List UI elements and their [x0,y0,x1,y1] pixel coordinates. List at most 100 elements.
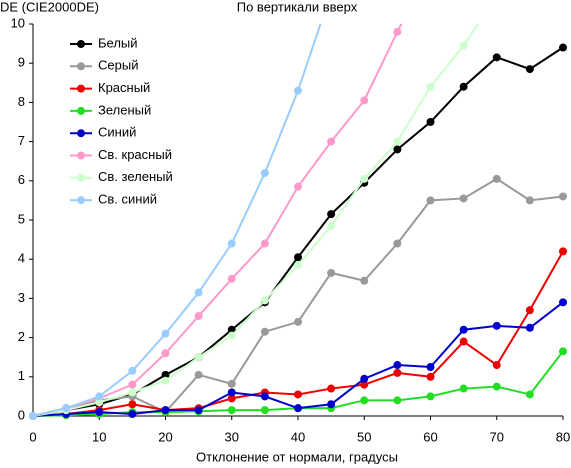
point [29,412,37,420]
y-tick-label: 9 [18,55,25,70]
legend-marker [77,40,85,48]
point [161,406,170,415]
point [360,96,369,105]
point [260,392,269,401]
point [128,410,137,419]
x-tick-label: 0 [29,429,36,444]
point [327,210,336,219]
point [294,404,302,413]
point [260,168,269,177]
series-line [32,24,403,417]
point [95,408,104,417]
point [459,41,468,50]
point [227,274,236,283]
x-tick-label: 20 [158,429,172,444]
point [393,145,402,154]
point [459,194,468,203]
point [426,82,435,91]
y-tick-label: 3 [18,290,25,305]
point [294,261,302,270]
point [493,0,501,1]
legend: Белый Серый Красный Зеленый Синий Св. красный… [70,35,173,207]
point [459,337,468,346]
point [227,394,236,403]
point [194,406,203,415]
point [459,325,468,334]
legend-marker [77,196,85,205]
legend-marker [77,173,85,182]
point [426,372,435,381]
point [525,65,534,74]
x-tick-label: 70 [490,429,504,444]
y-tick-label: 5 [18,211,25,226]
point [492,361,501,370]
point [393,27,402,36]
point [492,382,501,391]
point [492,321,501,330]
point [360,276,369,285]
point [260,406,269,415]
x-tick-label: 60 [423,429,437,444]
y-tick-label: 7 [18,133,25,148]
axes: 0 1 2 3 4 5 6 7 8 9 10 0 10 20 30 40 50 60 70 80 [11,15,571,444]
chart-title: По вертикали вверх [237,0,358,14]
x-tick-label: 30 [225,429,239,444]
point [260,296,269,305]
point [227,379,236,388]
legend-label: Св. красный [98,147,172,162]
point [360,396,369,405]
point [194,288,203,297]
legend-label: Св. зеленый [98,169,173,184]
point [161,376,170,385]
legend-label: Белый [98,35,138,50]
legend-label: Серый [98,58,138,73]
point [294,390,302,399]
x-tick-label: 40 [291,429,305,444]
point [194,312,203,321]
point [227,331,236,340]
y-tick-label: 2 [18,329,25,344]
point [360,380,369,389]
point [62,404,71,413]
point [327,400,336,409]
point [294,253,302,262]
series-line [32,177,564,417]
point [161,349,170,358]
point [194,353,203,362]
point [327,268,336,277]
point [393,239,402,248]
series-line [32,24,322,417]
point [459,82,468,91]
point [260,327,269,336]
point [360,374,369,383]
point [227,388,236,397]
legend-marker [77,84,85,93]
y-tick-label: 0 [18,407,25,422]
point [559,192,567,201]
point [492,53,501,62]
y-tick-label: 10 [11,15,25,30]
point [95,398,104,407]
point [128,366,137,375]
point [525,390,534,399]
point [426,196,435,205]
point [525,196,534,205]
legend-label: Красный [98,80,150,95]
point [327,221,336,230]
point [492,174,501,183]
point [294,86,302,95]
point [161,329,170,338]
legend-label: Зеленый [98,102,151,117]
point [426,118,435,126]
legend-marker [77,129,85,138]
point [525,323,534,332]
point [327,137,336,146]
legend-marker [77,62,85,71]
x-tick-label: 10 [92,429,106,444]
plot-area [29,0,567,420]
point [559,298,567,307]
point [559,247,567,256]
point [227,239,236,248]
y-axis-label: DE (CIE2000DE) [0,0,99,14]
